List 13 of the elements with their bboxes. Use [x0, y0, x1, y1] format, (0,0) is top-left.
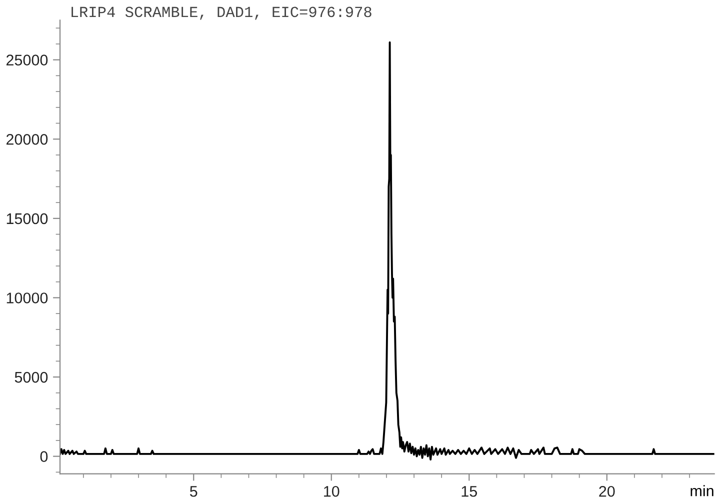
y-tick-label: 0 [40, 451, 48, 462]
x-tick-label: 15 [462, 486, 477, 497]
y-tick-label: 5000 [14, 372, 48, 383]
y-tick-label: 15000 [6, 213, 48, 224]
y-tick-label: 20000 [6, 134, 48, 145]
x-tick-label: 5 [190, 486, 198, 497]
x-axis-title: min [690, 485, 714, 496]
x-tick-label: 20 [599, 486, 615, 497]
y-tick-label: 10000 [6, 292, 48, 304]
chart-title: LRIP4 SCRAMBLE, DAD1, EIC=976:978 [72, 6, 372, 20]
y-tick-label: 25000 [6, 54, 48, 66]
x-tick-label: 10 [324, 486, 340, 497]
line-series [60, 41, 714, 460]
